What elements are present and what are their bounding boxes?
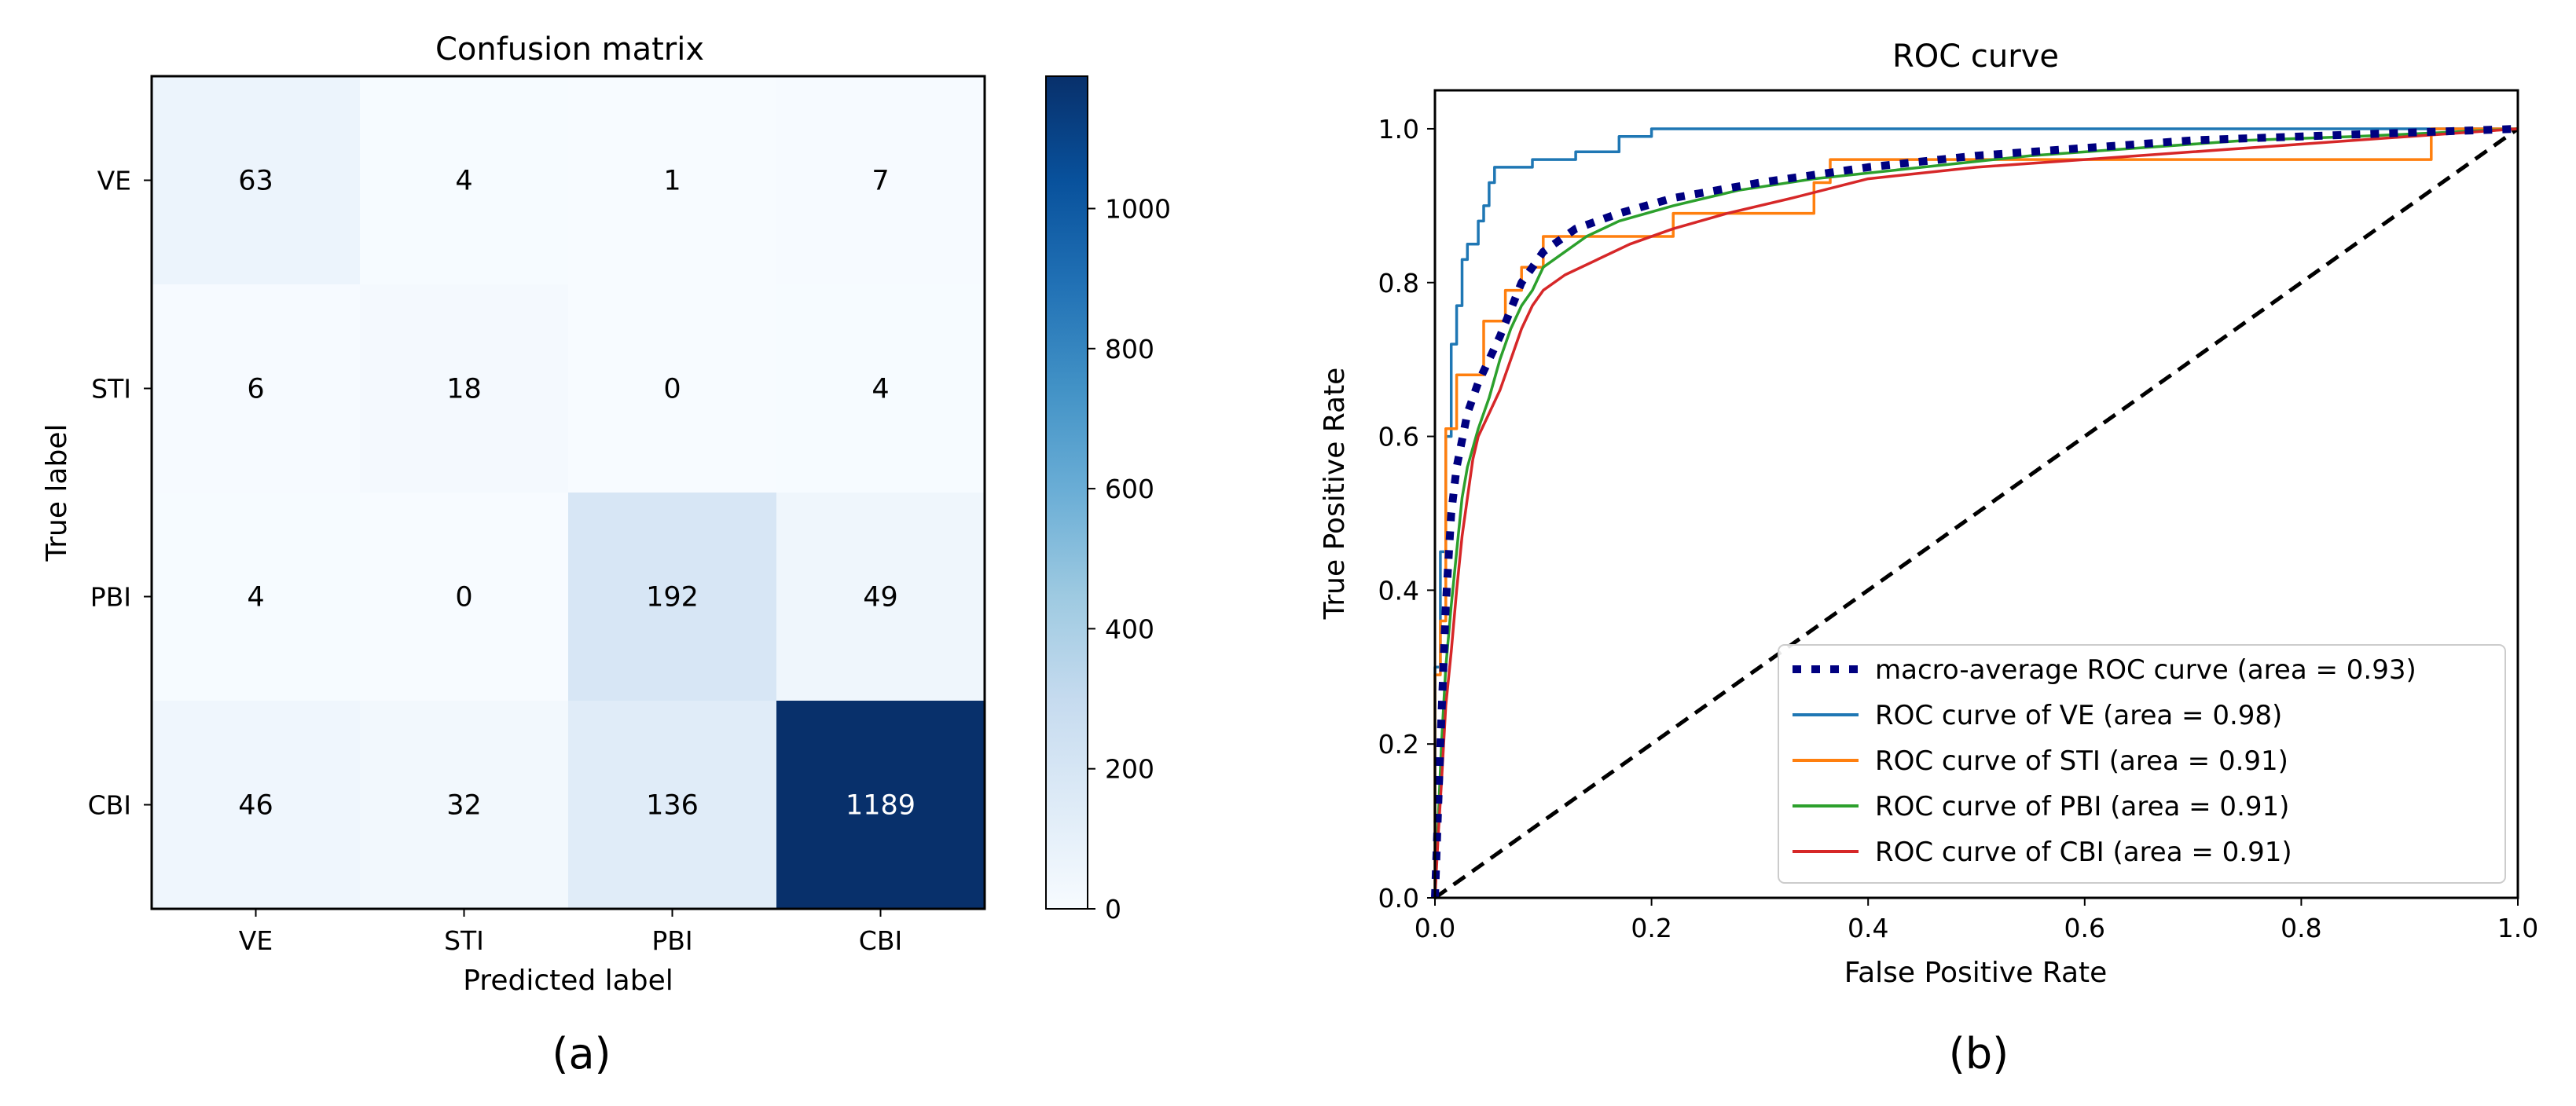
panel-label-b: (b) bbox=[1949, 1029, 2009, 1079]
cm-cell-value: 63 bbox=[238, 166, 273, 197]
roc-x-tick-label: 0.0 bbox=[1415, 913, 1455, 943]
roc-x-tick-label: 0.6 bbox=[2064, 913, 2105, 943]
roc-x-tick-label: 0.4 bbox=[1848, 913, 1888, 943]
cm-y-axis-label: True label bbox=[41, 424, 73, 562]
series-roc-curve-of-pbi bbox=[1433, 127, 2519, 899]
cm-cell bbox=[152, 76, 361, 285]
roc-curve-chart: ROC curve 0.0 0.2 0.4 0.6 0.8 1.0 0.00.20.40.… bbox=[1319, 38, 2538, 1079]
cm-cell bbox=[776, 493, 985, 701]
legend-label: macro-average ROC curve (area = 0.93) bbox=[1875, 654, 2416, 686]
cm-cell bbox=[568, 493, 777, 701]
roc-title: ROC curve bbox=[1892, 38, 2059, 75]
legend-label: ROC curve of VE (area = 0.98) bbox=[1875, 700, 2282, 731]
panel-label-a: (a) bbox=[552, 1029, 611, 1079]
colorbar-tick-label: 600 bbox=[1105, 474, 1154, 504]
cm-frame bbox=[150, 75, 986, 910]
cm-cell-value: 7 bbox=[872, 166, 889, 197]
cm-cell bbox=[568, 76, 777, 285]
cm-y-ticks: VE STI PBI CBI bbox=[88, 166, 152, 821]
cm-x-axis-label: Predicted label bbox=[463, 965, 673, 997]
cm-cell-value: 4 bbox=[872, 374, 889, 405]
cm-x-tick-label: PBI bbox=[651, 925, 692, 956]
colorbar-ticks: 0 200 400 600 800 1000 bbox=[1088, 193, 1171, 925]
roc-x-tick-label: 0.8 bbox=[2281, 913, 2321, 943]
cm-y-tick-label: PBI bbox=[90, 582, 131, 613]
roc-y-tick-label: 1.0 bbox=[1378, 114, 1419, 145]
colorbar-tick-label: 800 bbox=[1105, 334, 1154, 364]
confusion-matrix-chart: Confusion matrix 63 4 1 7 6 18 0 4 4 0 192 49 46 32 13… bbox=[41, 31, 1171, 1079]
cm-cell bbox=[360, 701, 569, 910]
roc-y-tick-label: 0.0 bbox=[1378, 883, 1419, 914]
roc-y-tick-label: 0.8 bbox=[1378, 268, 1419, 298]
roc-y-tick-label: 0.6 bbox=[1378, 422, 1419, 452]
colorbar-tick-label: 1000 bbox=[1105, 193, 1171, 224]
cm-cell-value: 192 bbox=[646, 582, 699, 613]
cm-cell-value: 32 bbox=[446, 790, 482, 822]
cm-cell-value: 0 bbox=[663, 374, 681, 405]
roc-legend: macro-average ROC curve (area = 0.93) ROC… bbox=[1778, 644, 2506, 884]
cm-cell bbox=[152, 493, 361, 701]
cm-cell bbox=[360, 493, 569, 701]
cm-x-ticks: VE STI PBI CBI bbox=[239, 909, 902, 956]
series-roc-curve-of-sti bbox=[1433, 127, 2518, 898]
colorbar bbox=[1045, 75, 1088, 910]
roc-y-ticks: 0.0 0.2 0.4 0.6 0.8 1.0 bbox=[1378, 114, 1435, 914]
cm-cell-value: 1189 bbox=[846, 790, 916, 822]
cm-y-tick-label: STI bbox=[91, 374, 131, 405]
cm-cell bbox=[360, 76, 569, 285]
roc-x-tick-label: 1.0 bbox=[2497, 913, 2538, 943]
cm-cell-value: 18 bbox=[446, 374, 482, 405]
series-macro-average-roc-curve bbox=[1431, 125, 2519, 899]
cm-cell bbox=[152, 701, 361, 910]
cm-cell-value: 136 bbox=[646, 790, 699, 822]
roc-x-axis-label: False Positive Rate bbox=[1844, 957, 2108, 989]
roc-y-tick-label: 0.2 bbox=[1378, 729, 1419, 760]
cm-cell bbox=[568, 701, 777, 910]
legend-box bbox=[1778, 644, 2506, 884]
roc-x-ticks: 0.0 0.2 0.4 0.6 0.8 1.0 bbox=[1415, 898, 2538, 943]
colorbar-tick-label: 400 bbox=[1105, 613, 1154, 644]
cm-x-tick-label: VE bbox=[239, 925, 273, 956]
cm-cell bbox=[152, 284, 361, 493]
cm-title: Confusion matrix bbox=[435, 31, 704, 68]
cm-cell bbox=[776, 701, 985, 910]
legend-label: ROC curve of STI (area = 0.91) bbox=[1875, 745, 2288, 777]
roc-frame bbox=[1433, 89, 2519, 899]
cm-y-tick-label: CBI bbox=[88, 790, 131, 821]
cm-cell bbox=[776, 76, 985, 285]
roc-x-tick-label: 0.2 bbox=[1631, 913, 1671, 943]
cm-x-tick-label: STI bbox=[444, 925, 484, 956]
cm-cell bbox=[568, 284, 777, 493]
chance-line bbox=[1433, 126, 2519, 900]
cm-y-tick-label: VE bbox=[97, 166, 131, 196]
series-roc-curve-of-cbi bbox=[1433, 127, 2519, 899]
legend-label: ROC curve of PBI (area = 0.91) bbox=[1875, 791, 2289, 822]
roc-plot-area bbox=[1431, 125, 2519, 900]
cm-cell-value: 49 bbox=[863, 582, 898, 613]
legend-label: ROC curve of CBI (area = 0.91) bbox=[1875, 837, 2292, 868]
cm-cell-value: 4 bbox=[247, 582, 264, 613]
roc-y-axis-label: True Positive Rate bbox=[1319, 368, 1351, 621]
legend-entries: macro-average ROC curve (area = 0.93) ROC… bbox=[1793, 654, 2416, 868]
cm-cell-value: 46 bbox=[238, 790, 273, 822]
colorbar-tick-label: 200 bbox=[1105, 754, 1154, 785]
roc-y-tick-label: 0.4 bbox=[1378, 575, 1419, 606]
cm-cells: 63 4 1 7 6 18 0 4 4 0 192 49 46 32 136 1189 bbox=[152, 76, 985, 910]
colorbar-tick-label: 0 bbox=[1105, 894, 1121, 925]
cm-cell bbox=[360, 284, 569, 493]
cm-cell-value: 4 bbox=[455, 166, 472, 197]
cm-cell-value: 6 bbox=[247, 374, 264, 405]
cm-cell-value: 0 bbox=[455, 582, 472, 613]
cm-cell bbox=[776, 284, 985, 493]
cm-cell-value: 1 bbox=[663, 166, 681, 197]
cm-x-tick-label: CBI bbox=[859, 925, 902, 956]
